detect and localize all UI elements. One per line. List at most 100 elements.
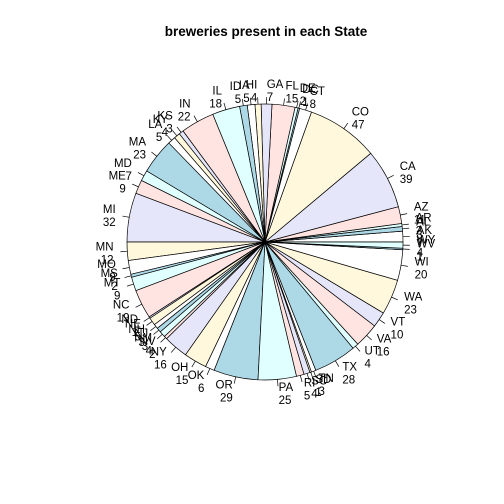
pie-label-ri: RI 5 (304, 378, 316, 403)
pie-tick-il (223, 102, 227, 110)
pie-label-la: LA 5 (148, 119, 162, 144)
pie-label-tn: TN 3 (319, 373, 334, 398)
pie-label-al: AL 3 (416, 216, 431, 241)
pie-label-id: ID 5 (230, 81, 242, 106)
pie-tick-nc (135, 303, 142, 308)
pie-tick-ca (387, 174, 394, 179)
pie-tick-ri (300, 375, 303, 383)
pie-label-ar: AR 2 (416, 212, 432, 237)
pie-label-ma: MA 23 (129, 137, 147, 162)
pie-tick-sc (306, 373, 310, 381)
pie-tick-ct (305, 103, 308, 111)
pie-tick-ia (249, 97, 252, 105)
pie-tick-al (402, 227, 410, 230)
pie-tick-sd (310, 372, 314, 379)
pie-label-nd: ND 1 (121, 314, 138, 339)
pie-label-nv: NV 2 (140, 336, 156, 361)
pie-tick-fl (283, 98, 285, 106)
pie-tick-nv (160, 337, 166, 343)
pie-tick-ny (170, 346, 176, 353)
pie-label-nm: NM 4 (134, 332, 152, 357)
pie-tick-me (132, 183, 139, 188)
pie-tick-co (343, 122, 349, 129)
pie-tick-oh (191, 360, 196, 368)
pie-label-il: IL 18 (209, 85, 222, 110)
pie-tick-ok (206, 368, 211, 375)
pie-label-ak: AK 7 (417, 225, 433, 250)
pie-label-va: VA 16 (377, 334, 392, 359)
pie-label-ut: UT 4 (365, 346, 380, 371)
pie-tick-ky (172, 130, 178, 137)
pie-tick-mi (122, 215, 130, 218)
pie-label-mi: MI 32 (103, 204, 116, 229)
pie-tick-ar (401, 223, 409, 226)
pie-label-ny: NY 16 (151, 347, 167, 372)
pie-tick-az (400, 213, 408, 216)
pie-tick-de (296, 100, 299, 108)
pie-label-ms: MS 2 (101, 268, 119, 293)
pie-tick-tx (335, 360, 340, 367)
pie-tick-tn (313, 371, 317, 378)
pie-tick-ks (176, 126, 182, 133)
pie-label-me: ME 9 (109, 170, 127, 195)
pie-tick-or (233, 376, 237, 384)
pie-label-oh: OH 15 (171, 362, 188, 387)
pie-label-pa: PA 25 (279, 382, 294, 407)
pie-tick-va (366, 335, 372, 341)
pie-label-tx: TX 28 (342, 362, 357, 387)
pie-label-hi: HI 4 (246, 79, 258, 104)
pie-label-mn: MN 12 (96, 241, 114, 266)
pie-label-az: AZ 11 (414, 201, 429, 226)
pie-tick-ms (124, 275, 132, 278)
pie-label-ga: GA 7 (267, 79, 284, 104)
pie-tick-la (166, 135, 172, 141)
pie-label-or: OR 29 (216, 379, 233, 404)
pie-label-md: MD 7 (114, 158, 132, 183)
pie-tick-ut (355, 345, 361, 352)
pie-tick-vt (378, 319, 386, 324)
pie-tick-ma (151, 151, 158, 157)
pie-label-wy: WY 4 (417, 234, 436, 259)
pie-label-ky: KY 4 (153, 114, 169, 139)
pie-label-ks: KS 3 (157, 110, 173, 135)
pie-label-in: IN 22 (178, 99, 191, 124)
pie-label-ia: IA 5 (239, 80, 250, 105)
pie-label-wi: WI 20 (415, 257, 429, 282)
pie-tick-nd (143, 317, 150, 322)
pie-tick-nj (153, 329, 160, 335)
pie-label-nh: NH 3 (128, 324, 145, 349)
pie-tick-nh (150, 326, 157, 331)
pie-tick-pa (277, 379, 279, 387)
pie-label-vt: VT 10 (391, 316, 406, 341)
pie-label-de: DE 2 (300, 83, 316, 108)
pie-label-sd: SD 1 (315, 374, 331, 399)
pie-label-co: CO 47 (352, 106, 369, 131)
pie-label-nj: NJ 3 (134, 328, 148, 353)
pie-label-ct: CT 8 (310, 86, 325, 111)
pie-tick-ne (146, 321, 153, 326)
pie-tick-id (241, 98, 244, 106)
pie-label-ne: NE 5 (125, 318, 141, 343)
pie-label-ok: OK 6 (188, 370, 205, 395)
pie-label-dc: DC 1 (302, 84, 319, 109)
pie-label-wa: WA 23 (404, 292, 422, 317)
pie-label-mo: MO 9 (97, 259, 116, 284)
pie-label-nc: NC 19 (113, 299, 130, 324)
pie-tick-nm (156, 333, 163, 340)
pie-tick-wa (391, 296, 398, 301)
pie-tick-md (137, 172, 145, 177)
pie-tick-mt (126, 283, 134, 287)
pie-slices (126, 103, 404, 381)
pie-tick-mo (122, 267, 130, 270)
pie-label-sc: SC 4 (311, 376, 327, 401)
pie-label-wv: WV 1 (417, 239, 436, 264)
pie-label-ca: CA 39 (400, 161, 416, 186)
chart-title: breweries present in each State (165, 24, 368, 39)
pie-label-mt: MT 9 (104, 277, 121, 302)
pie-slice-wy (264, 241, 404, 249)
pie-label-fl: FL 15 (285, 81, 299, 106)
pie-tick-dc (298, 101, 301, 109)
pie-tick-in (193, 115, 198, 122)
